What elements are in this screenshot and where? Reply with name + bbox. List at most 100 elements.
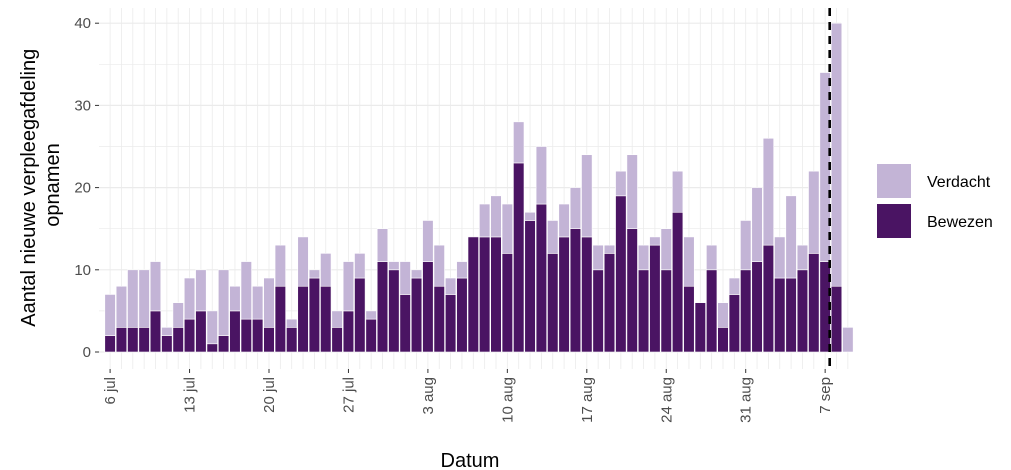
bar-verdacht (683, 236, 695, 287)
x-tick-label: 31 aug (738, 377, 755, 423)
bar-bewezen (626, 228, 638, 353)
y-axis-title-line-2: opnamen (42, 143, 64, 226)
bar-verdacht (365, 310, 377, 320)
y-tick-label: 30 (74, 97, 91, 114)
x-tick-label: 6 jul (102, 377, 119, 405)
bar-bewezen (229, 310, 241, 353)
bars (104, 22, 854, 353)
bar-verdacht (195, 269, 207, 312)
bar-verdacht (558, 203, 570, 238)
bar-bewezen (762, 244, 774, 353)
bar-verdacht (842, 327, 854, 353)
x-tick-label: 10 aug (499, 377, 516, 423)
bar-bewezen (433, 285, 445, 353)
bar-verdacht (388, 261, 400, 271)
bar-bewezen (569, 228, 582, 353)
bar-verdacht (740, 220, 752, 271)
bar-bewezen (183, 318, 196, 353)
bar-verdacht (342, 261, 355, 312)
bar-verdacht (626, 154, 638, 230)
bar-verdacht (183, 277, 196, 320)
bar-verdacht (115, 285, 128, 328)
bar-bewezen (104, 335, 116, 353)
bar-verdacht (354, 253, 366, 279)
bar-bewezen (603, 253, 616, 353)
bar-bewezen (785, 277, 797, 353)
bar-verdacht (637, 244, 650, 271)
bar-verdacht (569, 187, 582, 230)
bar-verdacht (104, 294, 116, 336)
bar-verdacht (490, 195, 502, 238)
y-tick-label: 40 (74, 15, 91, 32)
bar-bewezen (706, 269, 718, 353)
bar-bewezen (376, 261, 389, 353)
y-tick-label: 20 (74, 180, 91, 197)
x-tick-label: 17 aug (579, 377, 596, 423)
bar-bewezen (252, 318, 264, 353)
bar-bewezen (558, 236, 570, 353)
bar-bewezen (467, 236, 479, 353)
bar-bewezen (127, 327, 139, 353)
y-tick-label: 0 (83, 344, 91, 361)
bar-bewezen (479, 236, 491, 353)
bar-verdacht (252, 285, 264, 320)
bar-bewezen (547, 253, 559, 353)
bar-verdacht (774, 236, 786, 279)
legend: Verdacht Bewezen (877, 164, 993, 238)
bar-verdacht (479, 203, 491, 238)
bar-bewezen (354, 277, 366, 353)
bar-verdacht (547, 220, 559, 254)
bar-verdacht (592, 244, 604, 271)
bar-verdacht (615, 170, 627, 197)
bar-bewezen (286, 327, 298, 353)
y-axis-ticks: 0 10 20 30 40 (74, 15, 99, 361)
bar-verdacht (331, 310, 343, 328)
bar-verdacht (728, 277, 740, 295)
bar-verdacht (796, 244, 809, 271)
y-axis-title: Aantal nieuwe verpleegafdeling opnamen (18, 43, 64, 327)
legend-label-verdacht: Verdacht (927, 174, 991, 191)
bar-bewezen (444, 294, 457, 353)
x-axis-title: Datum (441, 450, 500, 470)
bar-bewezen (206, 343, 218, 353)
bar-bewezen (592, 269, 604, 353)
bar-bewezen (218, 335, 230, 353)
legend-key-bewezen (877, 204, 911, 238)
bar-verdacht (376, 228, 389, 262)
x-tick-label: 27 jul (340, 377, 357, 413)
bar-verdacht (830, 22, 843, 287)
bar-verdacht (149, 261, 162, 312)
bar-verdacht (706, 244, 718, 271)
bar-bewezen (683, 285, 695, 353)
bar-bewezen (808, 253, 820, 353)
bar-verdacht (138, 269, 150, 328)
bar-bewezen (581, 236, 593, 353)
bar-bewezen (320, 285, 332, 353)
bar-verdacht (513, 121, 525, 164)
x-axis-ticks: 6 jul 13 jul 20 jul 27 jul 3 aug 10 aug 17 aug… (102, 369, 834, 423)
bar-bewezen (308, 277, 321, 353)
bar-bewezen (671, 211, 684, 353)
bar-bewezen (365, 318, 377, 353)
bar-bewezen (263, 327, 275, 353)
bar-verdacht (297, 236, 309, 287)
bar-verdacht (127, 269, 139, 328)
bar-bewezen (149, 310, 162, 353)
x-tick-label: 7 sep (817, 377, 834, 414)
bar-bewezen (161, 335, 173, 353)
x-tick-label: 20 jul (261, 377, 278, 413)
bar-bewezen (728, 294, 740, 353)
bar-verdacht (785, 195, 797, 279)
bar-verdacht (172, 302, 184, 328)
bar-verdacht (399, 261, 411, 295)
legend-label-bewezen: Bewezen (927, 214, 993, 231)
bar-bewezen (717, 327, 729, 353)
bar-bewezen (524, 220, 536, 353)
bar-verdacht (603, 244, 616, 254)
bar-bewezen (796, 269, 809, 353)
bar-bewezen (331, 327, 343, 353)
y-tick-label: 10 (74, 262, 91, 279)
bar-verdacht (410, 269, 423, 279)
bar-verdacht (501, 203, 513, 254)
